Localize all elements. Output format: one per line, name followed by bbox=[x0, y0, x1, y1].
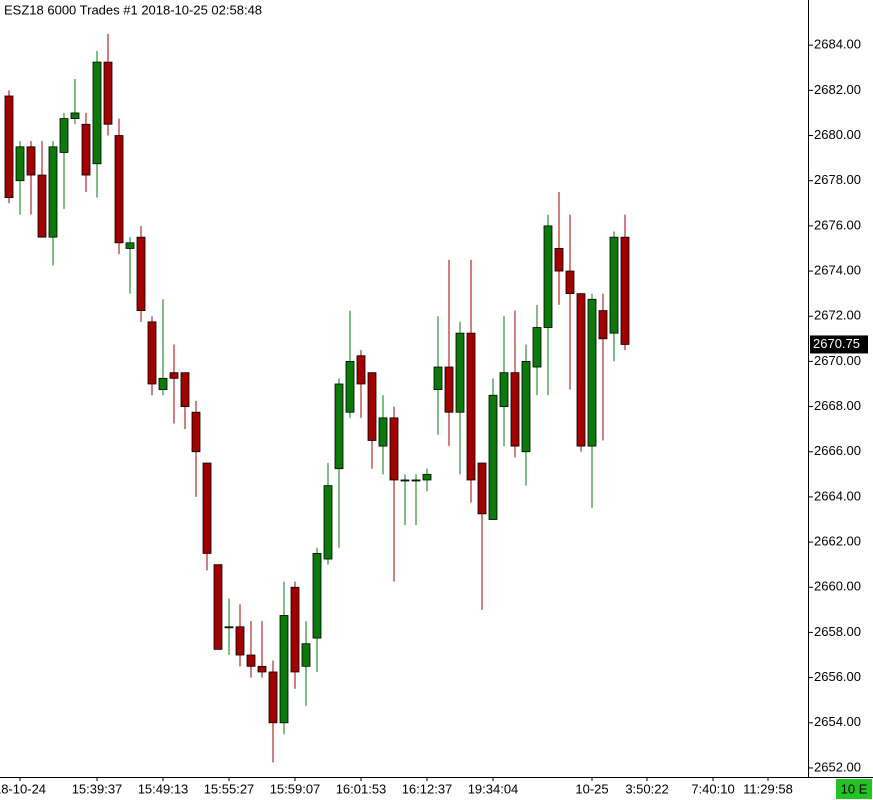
y-tick-label: 2682.00 bbox=[814, 82, 861, 97]
candle-body bbox=[301, 643, 311, 667]
status-box bbox=[836, 779, 872, 799]
y-tick-label: 2654.00 bbox=[814, 714, 861, 729]
candle-body bbox=[279, 615, 289, 724]
y-tick-label: 2674.00 bbox=[814, 262, 861, 277]
candle-body bbox=[334, 383, 344, 470]
candle-body bbox=[598, 310, 608, 340]
candle-body bbox=[191, 411, 201, 453]
candle-body bbox=[268, 671, 278, 724]
candle-body bbox=[444, 366, 454, 413]
status-label: 10 E bbox=[841, 781, 868, 796]
x-tick-label: 16:12:37 bbox=[402, 781, 453, 796]
candle-body bbox=[158, 377, 168, 391]
candle-body bbox=[323, 485, 333, 560]
candle-body bbox=[169, 372, 179, 379]
candle-body bbox=[70, 112, 80, 119]
x-tick-label: 10-25 bbox=[575, 781, 608, 796]
candle-body bbox=[312, 552, 322, 639]
y-tick-label: 2666.00 bbox=[814, 443, 861, 458]
x-tick-label: 7:40:10 bbox=[691, 781, 734, 796]
y-tick-label: 2668.00 bbox=[814, 398, 861, 413]
candle-body bbox=[400, 479, 410, 482]
y-tick-label: 2664.00 bbox=[814, 488, 861, 503]
candle-body bbox=[125, 242, 135, 249]
candle-body bbox=[114, 135, 124, 244]
candle-body bbox=[356, 355, 366, 385]
y-tick-label: 2684.00 bbox=[814, 37, 861, 52]
candle-body bbox=[499, 372, 509, 407]
x-tick-label: 3:50:22 bbox=[625, 781, 668, 796]
candle-body bbox=[202, 462, 212, 554]
y-tick-label: 2676.00 bbox=[814, 217, 861, 232]
candle-body bbox=[81, 123, 91, 176]
y-tick-label: 2660.00 bbox=[814, 579, 861, 594]
candle-body bbox=[37, 174, 47, 238]
candle-body bbox=[411, 479, 421, 482]
candle-body bbox=[257, 665, 267, 673]
y-tick-label: 2652.00 bbox=[814, 759, 861, 774]
candle-body bbox=[246, 654, 256, 667]
candle-body bbox=[136, 236, 146, 311]
candle-body bbox=[389, 417, 399, 481]
candle-body bbox=[367, 372, 377, 441]
candle-body bbox=[180, 372, 190, 407]
candle-body bbox=[92, 61, 102, 165]
candle-body bbox=[422, 473, 432, 481]
candle-body bbox=[521, 360, 531, 453]
candle-body bbox=[224, 626, 234, 629]
candle-body bbox=[455, 332, 465, 413]
candle-body bbox=[59, 118, 69, 153]
candle-body bbox=[565, 270, 575, 295]
y-tick-label: 2670.00 bbox=[814, 353, 861, 368]
candle-body bbox=[378, 417, 388, 447]
x-tick-label: 15:39:37 bbox=[72, 781, 123, 796]
candle-body bbox=[26, 146, 36, 176]
candle-body bbox=[543, 225, 553, 328]
last-price-label: 2670.75 bbox=[813, 336, 860, 351]
candle-body bbox=[587, 298, 597, 447]
candle-body bbox=[477, 462, 487, 515]
candle-body bbox=[488, 394, 498, 520]
y-tick-label: 2662.00 bbox=[814, 534, 861, 549]
candle-body bbox=[433, 366, 443, 391]
x-tick-label: 15:49:13 bbox=[138, 781, 189, 796]
y-tick-label: 2680.00 bbox=[814, 127, 861, 142]
candle-body bbox=[510, 372, 520, 447]
candle-body bbox=[15, 146, 25, 182]
candle-body bbox=[532, 327, 542, 368]
candle-body bbox=[609, 236, 619, 334]
y-tick-label: 2656.00 bbox=[814, 669, 861, 684]
last-price-box bbox=[810, 335, 868, 354]
x-tick-label: 11:29:58 bbox=[743, 781, 793, 796]
candle-body bbox=[235, 626, 245, 656]
x-tick-label: 19:34:04 bbox=[468, 781, 519, 796]
y-tick-label: 2658.00 bbox=[814, 624, 861, 639]
candle-body bbox=[554, 248, 564, 272]
x-tick-label: 16:01:53 bbox=[336, 781, 387, 796]
candle-body bbox=[48, 146, 58, 238]
x-tick-label: 15:55:27 bbox=[204, 781, 255, 796]
candle-body bbox=[576, 293, 586, 447]
candle-body bbox=[620, 236, 630, 345]
candle-body bbox=[4, 95, 14, 199]
candle-body bbox=[147, 321, 157, 385]
chart-title: ESZ18 6000 Trades #1 2018-10-25 02:58:48 bbox=[4, 2, 262, 17]
candle-body bbox=[345, 360, 355, 413]
x-tick-label: 18-10-24 bbox=[0, 781, 46, 796]
y-tick-label: 2678.00 bbox=[814, 172, 861, 187]
candle-body bbox=[103, 61, 113, 125]
x-tick-label: 15:59:07 bbox=[270, 781, 321, 796]
candle-body bbox=[213, 564, 223, 650]
candle-body bbox=[290, 586, 300, 673]
candle-body bbox=[466, 332, 476, 481]
y-tick-label: 2672.00 bbox=[814, 308, 861, 323]
